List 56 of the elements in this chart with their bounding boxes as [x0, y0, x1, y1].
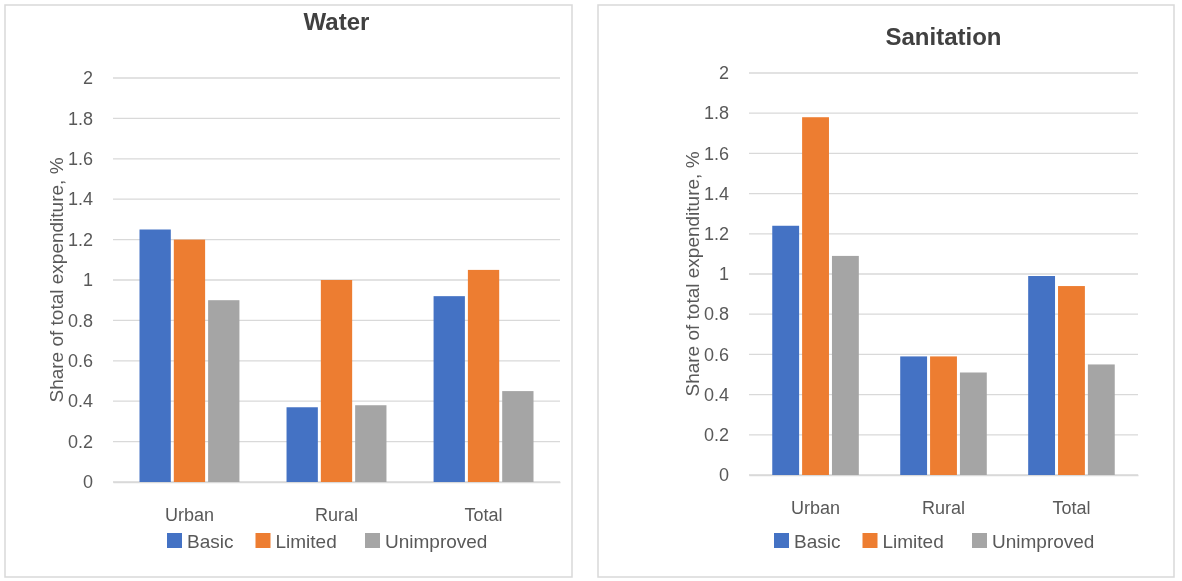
y-tick-label: 1	[82, 270, 93, 291]
bar	[173, 239, 206, 482]
y-tick-label: 0.2	[703, 425, 729, 446]
bar	[1058, 286, 1085, 475]
y-tick-label: 1.2	[67, 229, 93, 250]
y-tick-label: 0.4	[67, 391, 93, 412]
y-axis-title: Share of total expenditure, %	[46, 157, 67, 403]
y-tick-label: 1.6	[67, 149, 93, 170]
y-tick-label: 0	[82, 472, 93, 493]
y-tick-label: 1	[718, 264, 729, 285]
y-tick-label: 1.6	[703, 143, 729, 164]
bar	[355, 405, 387, 482]
bar	[831, 255, 859, 475]
x-tick-label: Urban	[791, 497, 841, 518]
chart-title: Water	[303, 8, 370, 35]
bar	[502, 391, 534, 482]
bar	[286, 407, 318, 482]
bar	[1087, 364, 1115, 475]
y-tick-label: 0	[718, 465, 729, 486]
x-tick-label: Rural	[921, 497, 966, 518]
bar	[208, 300, 240, 482]
y-tick-label: 1.8	[67, 108, 93, 129]
y-tick-label: 0.8	[67, 310, 93, 331]
y-tick-label: 0.2	[67, 431, 93, 452]
bar	[139, 229, 171, 482]
bar	[772, 225, 800, 475]
y-tick-label: 1.4	[703, 183, 729, 204]
x-tick-label: Total	[1052, 497, 1091, 518]
y-axis-title: Share of total expenditure, %	[682, 151, 703, 397]
bar	[433, 296, 465, 482]
y-tick-label: 0.8	[703, 304, 729, 325]
x-tick-label: Total	[464, 504, 503, 525]
chart-title: Sanitation	[885, 23, 1002, 50]
bar	[930, 356, 957, 475]
y-tick-label: 1.2	[703, 224, 729, 245]
bar	[1028, 276, 1056, 475]
y-tick-label: 0.4	[703, 384, 729, 405]
y-tick-label: 1.8	[703, 103, 729, 124]
legend-label: Basic	[794, 530, 841, 552]
y-tick-label: 0.6	[703, 344, 729, 365]
legend-label: Limited	[882, 530, 944, 552]
x-tick-label: Urban	[164, 504, 214, 525]
bar	[802, 117, 829, 475]
y-tick-label: 1.4	[67, 189, 93, 210]
y-tick-label: 2	[718, 63, 729, 84]
legend-label: Unimproved	[992, 530, 1095, 552]
bar	[320, 280, 353, 482]
legend-label: Unimproved	[385, 530, 488, 552]
bar	[467, 269, 500, 482]
legend-label: Limited	[275, 530, 337, 552]
x-tick-label: Rural	[314, 504, 359, 525]
y-tick-label: 2	[82, 68, 93, 89]
bar	[900, 356, 928, 475]
legend-label: Basic	[187, 530, 234, 552]
bar	[959, 372, 987, 475]
y-tick-label: 0.6	[67, 351, 93, 372]
